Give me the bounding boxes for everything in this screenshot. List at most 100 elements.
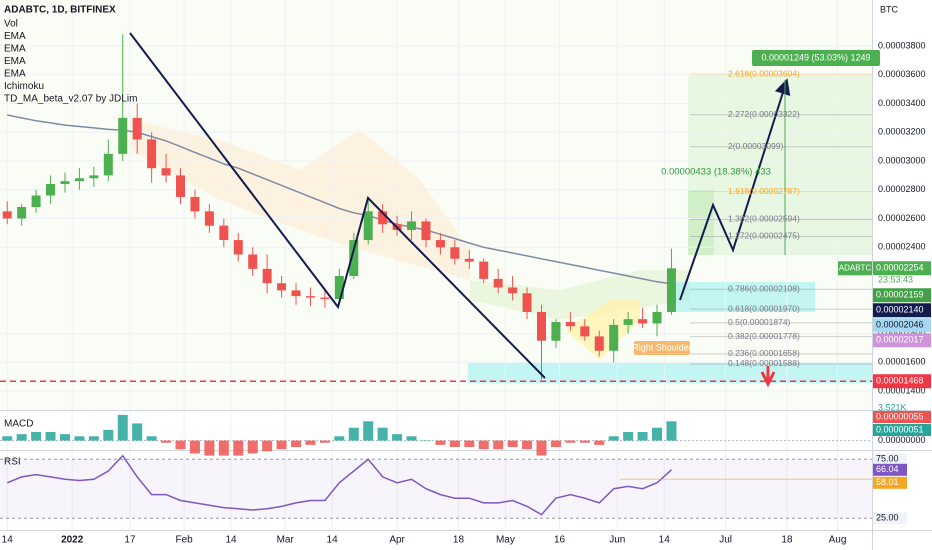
panel-title: RSI xyxy=(4,457,21,468)
x-tick-label: Mar xyxy=(277,535,295,546)
macd-bar xyxy=(45,432,56,441)
macd-bar xyxy=(493,440,504,450)
fib-label: 1.272(0.00002475) xyxy=(728,231,800,241)
candle-body xyxy=(594,336,604,351)
indicator-label: Ichimoku xyxy=(4,81,44,92)
price-label: 0.00001468 xyxy=(876,376,924,386)
macd-bar xyxy=(637,432,648,441)
candle-body xyxy=(638,319,648,324)
y-tick-label: 0.00002800 xyxy=(878,184,926,194)
ema-line xyxy=(7,114,672,285)
macd-bar xyxy=(291,440,302,447)
macd-bar xyxy=(189,440,200,454)
value-label-box xyxy=(873,424,931,436)
y-tick-label: 0.00002400 xyxy=(878,242,926,252)
price-label-box xyxy=(873,333,931,348)
macd-bar xyxy=(623,432,634,441)
candle-body xyxy=(74,178,84,182)
y-tick-label: 0.00003600 xyxy=(878,69,926,79)
macd-bar xyxy=(218,440,229,456)
macd-bar xyxy=(363,421,374,441)
macd-bar xyxy=(565,440,576,443)
candle-body xyxy=(248,254,258,269)
macd-bar xyxy=(334,436,345,441)
y-tick-label: 0.00000000 xyxy=(878,435,926,445)
down-arrow xyxy=(760,366,776,388)
rsi-line xyxy=(6,454,673,516)
zone xyxy=(670,282,815,312)
macd-bar xyxy=(608,436,619,441)
candle-body xyxy=(262,268,272,284)
macd-bar xyxy=(507,440,518,447)
candle-body xyxy=(334,276,344,300)
candle-body xyxy=(508,287,518,294)
candle-body xyxy=(435,240,445,248)
candle-body xyxy=(464,258,474,262)
macd-bar xyxy=(305,440,316,445)
fib-label: 0.236(0.00001658) xyxy=(728,348,800,358)
rsi-value-box xyxy=(873,463,907,476)
x-tick-label: 2022 xyxy=(61,535,84,546)
candle-body xyxy=(31,195,41,208)
fib-label: 0.5(0.00001874) xyxy=(728,317,791,327)
candle-body xyxy=(147,139,157,169)
macd-bar xyxy=(31,432,42,441)
candle-body xyxy=(175,175,185,197)
rsi-ma-value: 58.01 xyxy=(876,477,899,487)
x-tick-label: 14 xyxy=(659,535,671,546)
price-label-box xyxy=(873,261,931,276)
y-tick-label: 0.00002600 xyxy=(878,213,926,223)
x-tick-label: Jun xyxy=(609,535,625,546)
candle-body xyxy=(666,268,676,312)
candle-body xyxy=(536,311,546,341)
macd-bar xyxy=(161,440,172,443)
zigzag xyxy=(129,32,546,379)
candle-body xyxy=(219,225,229,241)
macd-bar xyxy=(435,440,446,445)
rsi-ma-box xyxy=(873,476,907,489)
pattern xyxy=(565,300,640,360)
value-label: 0.00000055 xyxy=(876,411,924,421)
y-tick-label: 75.00 xyxy=(876,454,899,464)
x-tick-label: 14 xyxy=(225,535,237,546)
macd-bar xyxy=(478,440,489,450)
countdown: 23:53:43 xyxy=(878,275,913,285)
indicator-label: Vol xyxy=(4,19,18,30)
tick-box xyxy=(873,512,907,525)
price-label-box xyxy=(873,318,931,333)
indicator-label: EMA xyxy=(4,44,26,55)
x-tick-label: 14 xyxy=(327,535,339,546)
fib-label: 2.618(0.00003604) xyxy=(728,68,800,78)
candle-body xyxy=(60,181,70,185)
macd-bar xyxy=(247,440,258,454)
candle-body xyxy=(522,293,532,312)
price-label: 0.00002046 xyxy=(876,320,924,330)
x-tick-label: 18 xyxy=(781,535,793,546)
macd-bar xyxy=(233,440,244,456)
panel-title: MACD xyxy=(4,419,33,430)
candle-body xyxy=(609,324,619,351)
macd-bar xyxy=(117,414,128,441)
y-tick-label: 0.00003000 xyxy=(878,155,926,165)
value-label-box xyxy=(873,411,931,423)
candle-body xyxy=(421,221,431,241)
y-tick-label: 0.00001600 xyxy=(878,357,926,367)
macd-bar xyxy=(103,429,114,441)
macd-bar xyxy=(74,436,85,441)
macd-bar xyxy=(420,440,431,442)
indicator-label: EMA xyxy=(4,31,26,42)
axis-unit: BTC xyxy=(880,4,899,14)
fib-label: 1.382(0.00002594) xyxy=(728,214,800,224)
fib-label: 0.148(0.00001588) xyxy=(728,358,800,368)
annotation-box xyxy=(634,341,690,355)
candle-body xyxy=(132,117,142,140)
x-tick-label: 18 xyxy=(453,535,465,546)
candle-body xyxy=(204,211,214,226)
price-label: 0.00002140 xyxy=(876,305,924,315)
x-tick-label: Jul xyxy=(719,535,732,546)
y-tick-label: 0.00001400 xyxy=(878,385,926,395)
measure-box xyxy=(688,190,714,255)
tick-box xyxy=(873,453,907,466)
macd-bar xyxy=(406,436,417,441)
